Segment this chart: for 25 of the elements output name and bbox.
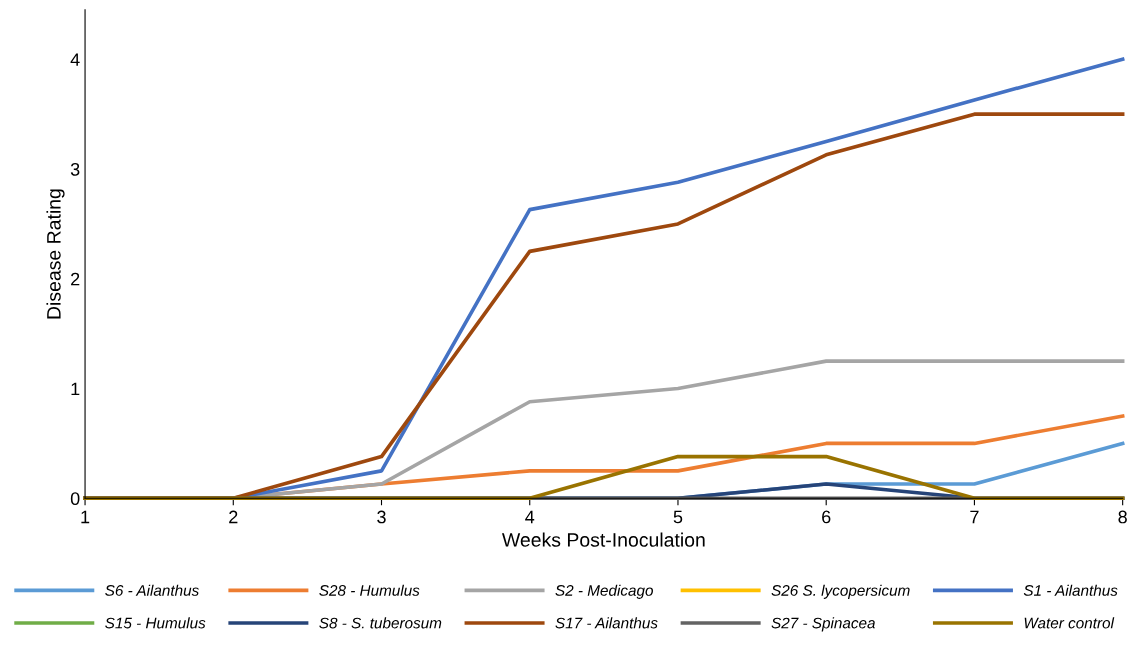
x-tick-label: 7 (970, 510, 979, 524)
legend-label: S15 - Humulus (105, 617, 206, 629)
x-tick-label: 6 (822, 510, 831, 524)
x-tick-label: 2 (229, 510, 238, 524)
x-tick-label: 8 (1118, 510, 1127, 524)
x-tick-label: 1 (81, 510, 90, 524)
legend-label: S26 S. lycopersicum (771, 584, 910, 599)
x-tick-label: 3 (377, 510, 386, 524)
legend-label: Water control (1024, 617, 1115, 629)
y-axis-title: Disease Rating (46, 189, 65, 319)
y-tick-label: 2 (71, 272, 80, 286)
legend-label: S27 - Spinacea (771, 617, 876, 632)
x-tick-label: 4 (525, 510, 535, 524)
legend-label: S6 - Ailanthus (105, 584, 199, 596)
legend-label: S8 - S. tuberosum (319, 617, 442, 629)
legend-label: S1 - Ailanthus (1023, 584, 1118, 596)
y-tick-label: 3 (70, 162, 80, 176)
x-tick-label: 5 (673, 510, 683, 524)
legend-label: S28 - Humulus (319, 584, 420, 596)
legend-label: S17 - Ailanthus (555, 617, 658, 629)
y-tick-label: 0 (70, 492, 80, 506)
legend-label: S2 - Medicago (555, 584, 653, 599)
y-tick-label: 4 (70, 53, 80, 66)
x-axis-title: Weeks Post-Inoculation (501, 532, 705, 547)
y-tick-label: 1 (71, 382, 80, 396)
